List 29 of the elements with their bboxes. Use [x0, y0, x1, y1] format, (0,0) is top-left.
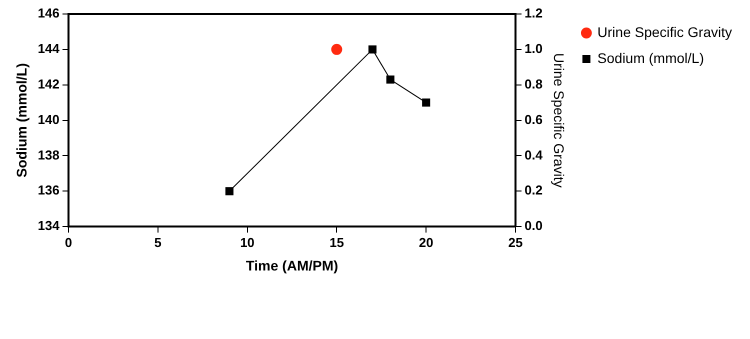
y2-tick-label: 1.0 — [524, 41, 543, 56]
y2-tick-label: 0.4 — [524, 147, 544, 162]
x-tick-label: 25 — [508, 234, 523, 250]
y2-tick-label: 1.2 — [524, 6, 543, 21]
x-axis-title: Time (AM/PM) — [246, 257, 338, 274]
x-tick-label: 10 — [240, 234, 255, 250]
x-tick-label: 20 — [418, 234, 434, 250]
y2-tick-label: 0.8 — [524, 76, 543, 92]
legend-label: Sodium (mmol/L) — [597, 50, 704, 66]
x-tick-label: 0 — [64, 234, 72, 250]
y-tick-label: 146 — [38, 6, 60, 21]
y-tick-label: 134 — [38, 218, 60, 234]
point — [386, 76, 394, 84]
y2-tick-label: 0.6 — [524, 112, 543, 127]
x-tick-label: 15 — [329, 234, 344, 250]
y-tick-label: 144 — [38, 41, 60, 56]
y2-tick-label: 0.0 — [524, 218, 543, 234]
y2-axis-title: Urine Specific Gravity — [551, 53, 568, 188]
y-tick-label: 140 — [38, 112, 60, 127]
y-tick-label: 142 — [38, 76, 60, 92]
y-axis-title: Sodium (mmol/L) — [13, 63, 30, 178]
point — [225, 187, 234, 196]
y-tick-label: 136 — [38, 182, 60, 198]
legend-label: Urine Specific Gravity — [597, 24, 732, 40]
y2-tick-label: 0.2 — [524, 182, 543, 198]
point — [368, 45, 377, 54]
y-tick-label: 138 — [38, 147, 60, 162]
point — [422, 98, 430, 107]
x-tick-label: 5 — [154, 234, 162, 250]
